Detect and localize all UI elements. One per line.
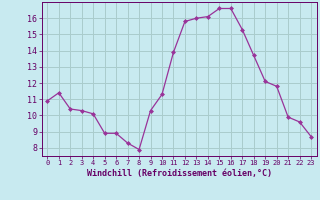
X-axis label: Windchill (Refroidissement éolien,°C): Windchill (Refroidissement éolien,°C)	[87, 169, 272, 178]
